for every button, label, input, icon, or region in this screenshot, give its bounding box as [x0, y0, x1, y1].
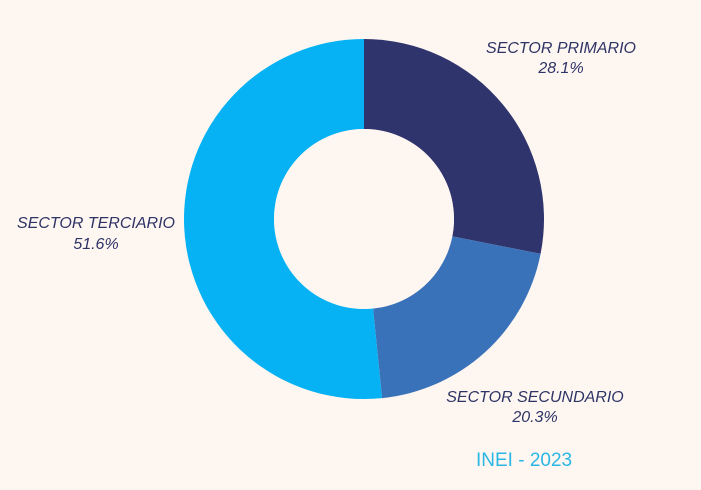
donut-slices: [183, 39, 545, 400]
source-note: INEI - 2023: [476, 450, 573, 471]
slice-labels: SECTOR PRIMARIO 28.1% SECTOR SECUNDARIO …: [17, 40, 636, 426]
donut-hole: [274, 129, 454, 309]
slice-label-primario: SECTOR PRIMARIO: [486, 40, 636, 57]
slice-terciario: [183, 39, 383, 400]
slice-primario: [364, 39, 545, 254]
slice-secundario: [373, 236, 541, 399]
slice-label-terciario: SECTOR TERCIARIO: [17, 215, 175, 232]
slice-value-secundario: 20.3%: [511, 409, 557, 426]
slice-value-terciario: 51.6%: [73, 236, 118, 253]
slice-value-primario: 28.1%: [537, 60, 583, 77]
slice-label-secundario: SECTOR SECUNDARIO: [446, 389, 624, 406]
